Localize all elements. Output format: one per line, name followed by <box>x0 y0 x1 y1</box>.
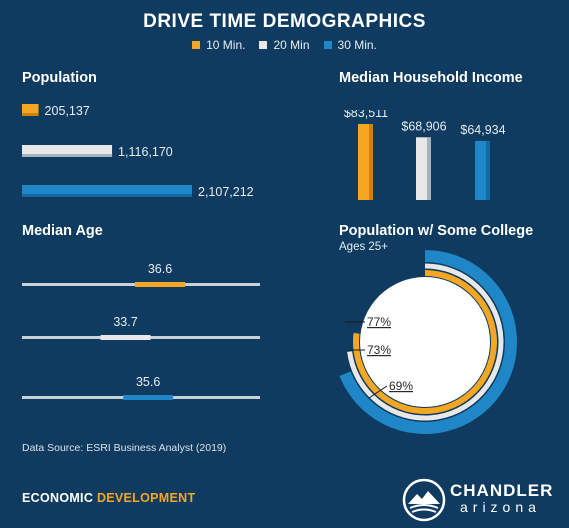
econ-word-2: DEVELOPMENT <box>96 491 196 505</box>
college-value-10: 77% <box>367 315 391 329</box>
population-bar-shade-10 <box>22 113 39 116</box>
page-title: DRIVE TIME DEMOGRAPHICS <box>143 11 426 32</box>
legend-item-20: 20 Min <box>259 38 310 52</box>
legend-swatch-10 <box>192 41 201 49</box>
college-heading: Population w/ Some College <box>339 223 534 239</box>
legend-item-10: 10 Min. <box>192 38 245 52</box>
college-subheading: Ages 25+ <box>339 241 388 253</box>
population-value-30: 2,107,212 <box>198 185 254 199</box>
college-arc-30 <box>339 250 517 434</box>
age-value-30: 35.6 <box>136 375 160 389</box>
age-chart: 36.6 33.7 35.6 <box>22 262 260 400</box>
income-value-30: $64,934 <box>460 123 505 137</box>
age-marker-30 <box>123 395 174 400</box>
population-bar-shade-30 <box>22 194 192 197</box>
age-marker-20 <box>100 335 151 340</box>
college-value-30: 69% <box>389 379 413 393</box>
age-heading: Median Age <box>22 223 103 239</box>
chandler-logo-icon <box>402 478 446 522</box>
college-leader-30 <box>368 385 388 399</box>
college-arc-10 <box>353 270 497 414</box>
college-center <box>360 277 490 407</box>
legend-item-30: 30 Min. <box>323 38 377 52</box>
age-value-20: 33.7 <box>113 315 137 329</box>
income-value-20: $68,906 <box>401 119 446 133</box>
income-chart: $83,511 $68,906 $64,934 <box>344 110 506 200</box>
college-value-20: 73% <box>367 343 391 357</box>
college-chart: 77% 73% 69% <box>339 250 517 434</box>
population-heading: Population <box>22 70 97 86</box>
legend-label-10: 10 Min. <box>206 38 246 52</box>
population-chart: 205,137 1,116,170 2,107,212 <box>22 104 254 199</box>
income-heading: Median Household Income <box>339 70 523 86</box>
brand-name: CHANDLER <box>450 481 554 500</box>
income-bar-shade-30 <box>486 140 490 200</box>
legend-label-30: 30 Min. <box>337 38 377 52</box>
income-bar-shade-10 <box>369 124 373 200</box>
income-bar-shade-20 <box>427 137 431 200</box>
legend-label-20: 20 Min <box>273 38 310 52</box>
age-marker-10 <box>135 282 186 287</box>
legend-swatch-30 <box>323 41 332 49</box>
population-bar-shade-20 <box>22 154 113 157</box>
income-value-10: $83,511 <box>344 110 388 120</box>
age-value-10: 36.6 <box>148 262 172 276</box>
college-arc-20 <box>347 263 504 421</box>
econ-word-1: ECONOMIC <box>22 491 94 505</box>
population-value-10: 205,137 <box>45 104 90 118</box>
population-value-20: 1,116,170 <box>118 145 173 159</box>
legend: 10 Min. 20 Min 30 Min. <box>0 38 569 52</box>
legend-swatch-20 <box>259 41 268 49</box>
economic-development-label: ECONOMIC DEVELOPMENT <box>22 491 195 505</box>
brand-sub: arizona <box>460 499 541 515</box>
chandler-logo: CHANDLER arizona <box>402 478 554 522</box>
data-source: Data Source: ESRI Business Analyst (2019… <box>22 442 227 454</box>
